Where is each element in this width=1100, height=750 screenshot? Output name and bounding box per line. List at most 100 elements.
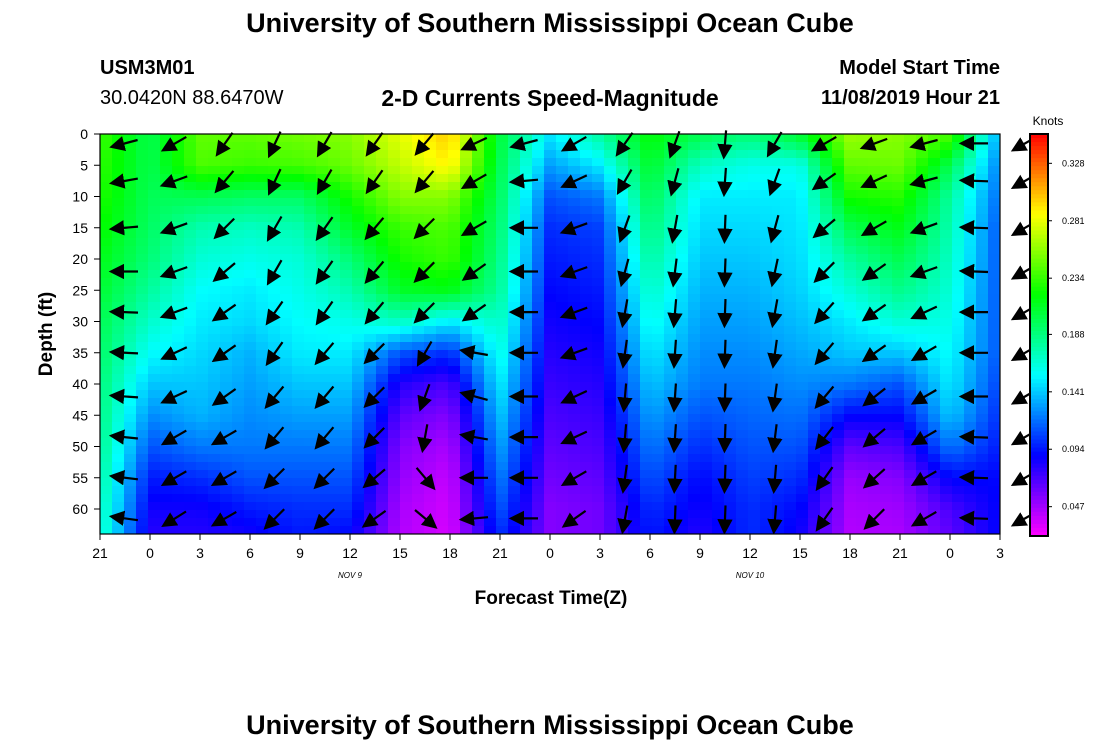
heatmap-cell (112, 294, 125, 303)
current-vector-arrow (617, 215, 632, 244)
heatmap-cell (964, 182, 977, 191)
heatmap-cell (736, 502, 749, 511)
heatmap-cell (160, 430, 173, 439)
heatmap-cell (844, 142, 857, 151)
heatmap-cell (532, 406, 545, 415)
heatmap-cell (952, 166, 965, 175)
heatmap-cell (208, 494, 221, 503)
heatmap-cell (700, 190, 713, 199)
heatmap-cell (448, 246, 461, 255)
current-vector-arrow (767, 505, 783, 535)
heatmap-cell (724, 254, 737, 263)
heatmap-cell (280, 478, 293, 487)
heatmap-cell (556, 166, 569, 175)
heatmap-cell (988, 334, 1000, 343)
heatmap-cell (316, 166, 329, 175)
heatmap-cell (400, 446, 413, 455)
heatmap-cell (520, 182, 533, 191)
heatmap-cell (604, 278, 617, 287)
heatmap-cell (676, 366, 689, 375)
heatmap-cell (604, 246, 617, 255)
heatmap-cell (520, 318, 533, 327)
heatmap-cell (808, 326, 821, 335)
heatmap-cell (832, 414, 845, 423)
heatmap-cell (808, 454, 821, 463)
heatmap-cell (256, 310, 269, 319)
heatmap-cell (280, 270, 293, 279)
heatmap-cell (520, 326, 533, 335)
heatmap-cell (352, 278, 365, 287)
heatmap-cell (160, 414, 173, 423)
heatmap-cell (472, 422, 485, 431)
heatmap-cell (856, 390, 869, 399)
heatmap-cell (304, 198, 317, 207)
heatmap-cell (196, 462, 209, 471)
heatmap-cell (784, 526, 797, 534)
heatmap-cell (916, 238, 929, 247)
heatmap-cell (388, 278, 401, 287)
heatmap-cell (340, 222, 353, 231)
heatmap-cell (472, 326, 485, 335)
heatmap-cell (172, 302, 185, 311)
heatmap-cell (928, 134, 941, 143)
heatmap-cell (316, 446, 329, 455)
heatmap-cell (520, 174, 533, 183)
heatmap-cell (460, 422, 473, 431)
heatmap-cell (916, 254, 929, 263)
heatmap-cell (376, 198, 389, 207)
heatmap-cell (124, 286, 137, 295)
heatmap-cell (988, 326, 1000, 335)
heatmap-cell (388, 310, 401, 319)
heatmap-cell (448, 446, 461, 455)
heatmap-cell (796, 398, 809, 407)
colorbar-tick-label: 0.328 (1062, 158, 1085, 168)
heatmap-cell (856, 382, 869, 391)
heatmap-cell (952, 206, 965, 215)
heatmap-cell (628, 446, 641, 455)
heatmap-cell (244, 182, 257, 191)
heatmap-cell (196, 422, 209, 431)
heatmap-cell (760, 454, 773, 463)
heatmap-cell (232, 390, 245, 399)
heatmap-cell (472, 478, 485, 487)
heatmap-cell (964, 382, 977, 391)
heatmap-cell (484, 270, 497, 279)
heatmap-cell (460, 374, 473, 383)
current-vector-arrow (364, 260, 385, 285)
heatmap-cell (952, 262, 965, 271)
heatmap-cell (712, 422, 725, 431)
heatmap-cell (520, 382, 533, 391)
heatmap-cell (808, 462, 821, 471)
heatmap-cell (196, 238, 209, 247)
heatmap-cell (376, 174, 389, 183)
heatmap-cell (292, 494, 305, 503)
current-vector-arrow (559, 345, 588, 361)
current-vector-arrow (910, 345, 937, 361)
heatmap-cell (136, 222, 149, 231)
heatmap-cell (292, 478, 305, 487)
heatmap-cell (424, 390, 437, 399)
heatmap-cell (904, 430, 917, 439)
heatmap-cell (160, 158, 173, 167)
heatmap-cell (676, 294, 689, 303)
heatmap-cell (856, 438, 869, 447)
heatmap-cell (556, 374, 569, 383)
heatmap-cell (424, 246, 437, 255)
heatmap-cell (628, 486, 641, 495)
heatmap-cell (508, 446, 521, 455)
heatmap-cell (388, 166, 401, 175)
heatmap-cell (676, 390, 689, 399)
current-vector-arrow (667, 299, 683, 329)
heatmap-cell (940, 470, 953, 479)
heatmap-cell (724, 446, 737, 455)
heatmap-cell (892, 446, 905, 455)
heatmap-cell (244, 494, 257, 503)
heatmap-cell (304, 222, 317, 231)
heatmap-cell (832, 302, 845, 311)
heatmap-cell (244, 374, 257, 383)
heatmap-cell (436, 390, 449, 399)
heatmap-cell (964, 366, 977, 375)
heatmap-cell (916, 294, 929, 303)
heatmap-cell (280, 182, 293, 191)
heatmap-cell (136, 310, 149, 319)
